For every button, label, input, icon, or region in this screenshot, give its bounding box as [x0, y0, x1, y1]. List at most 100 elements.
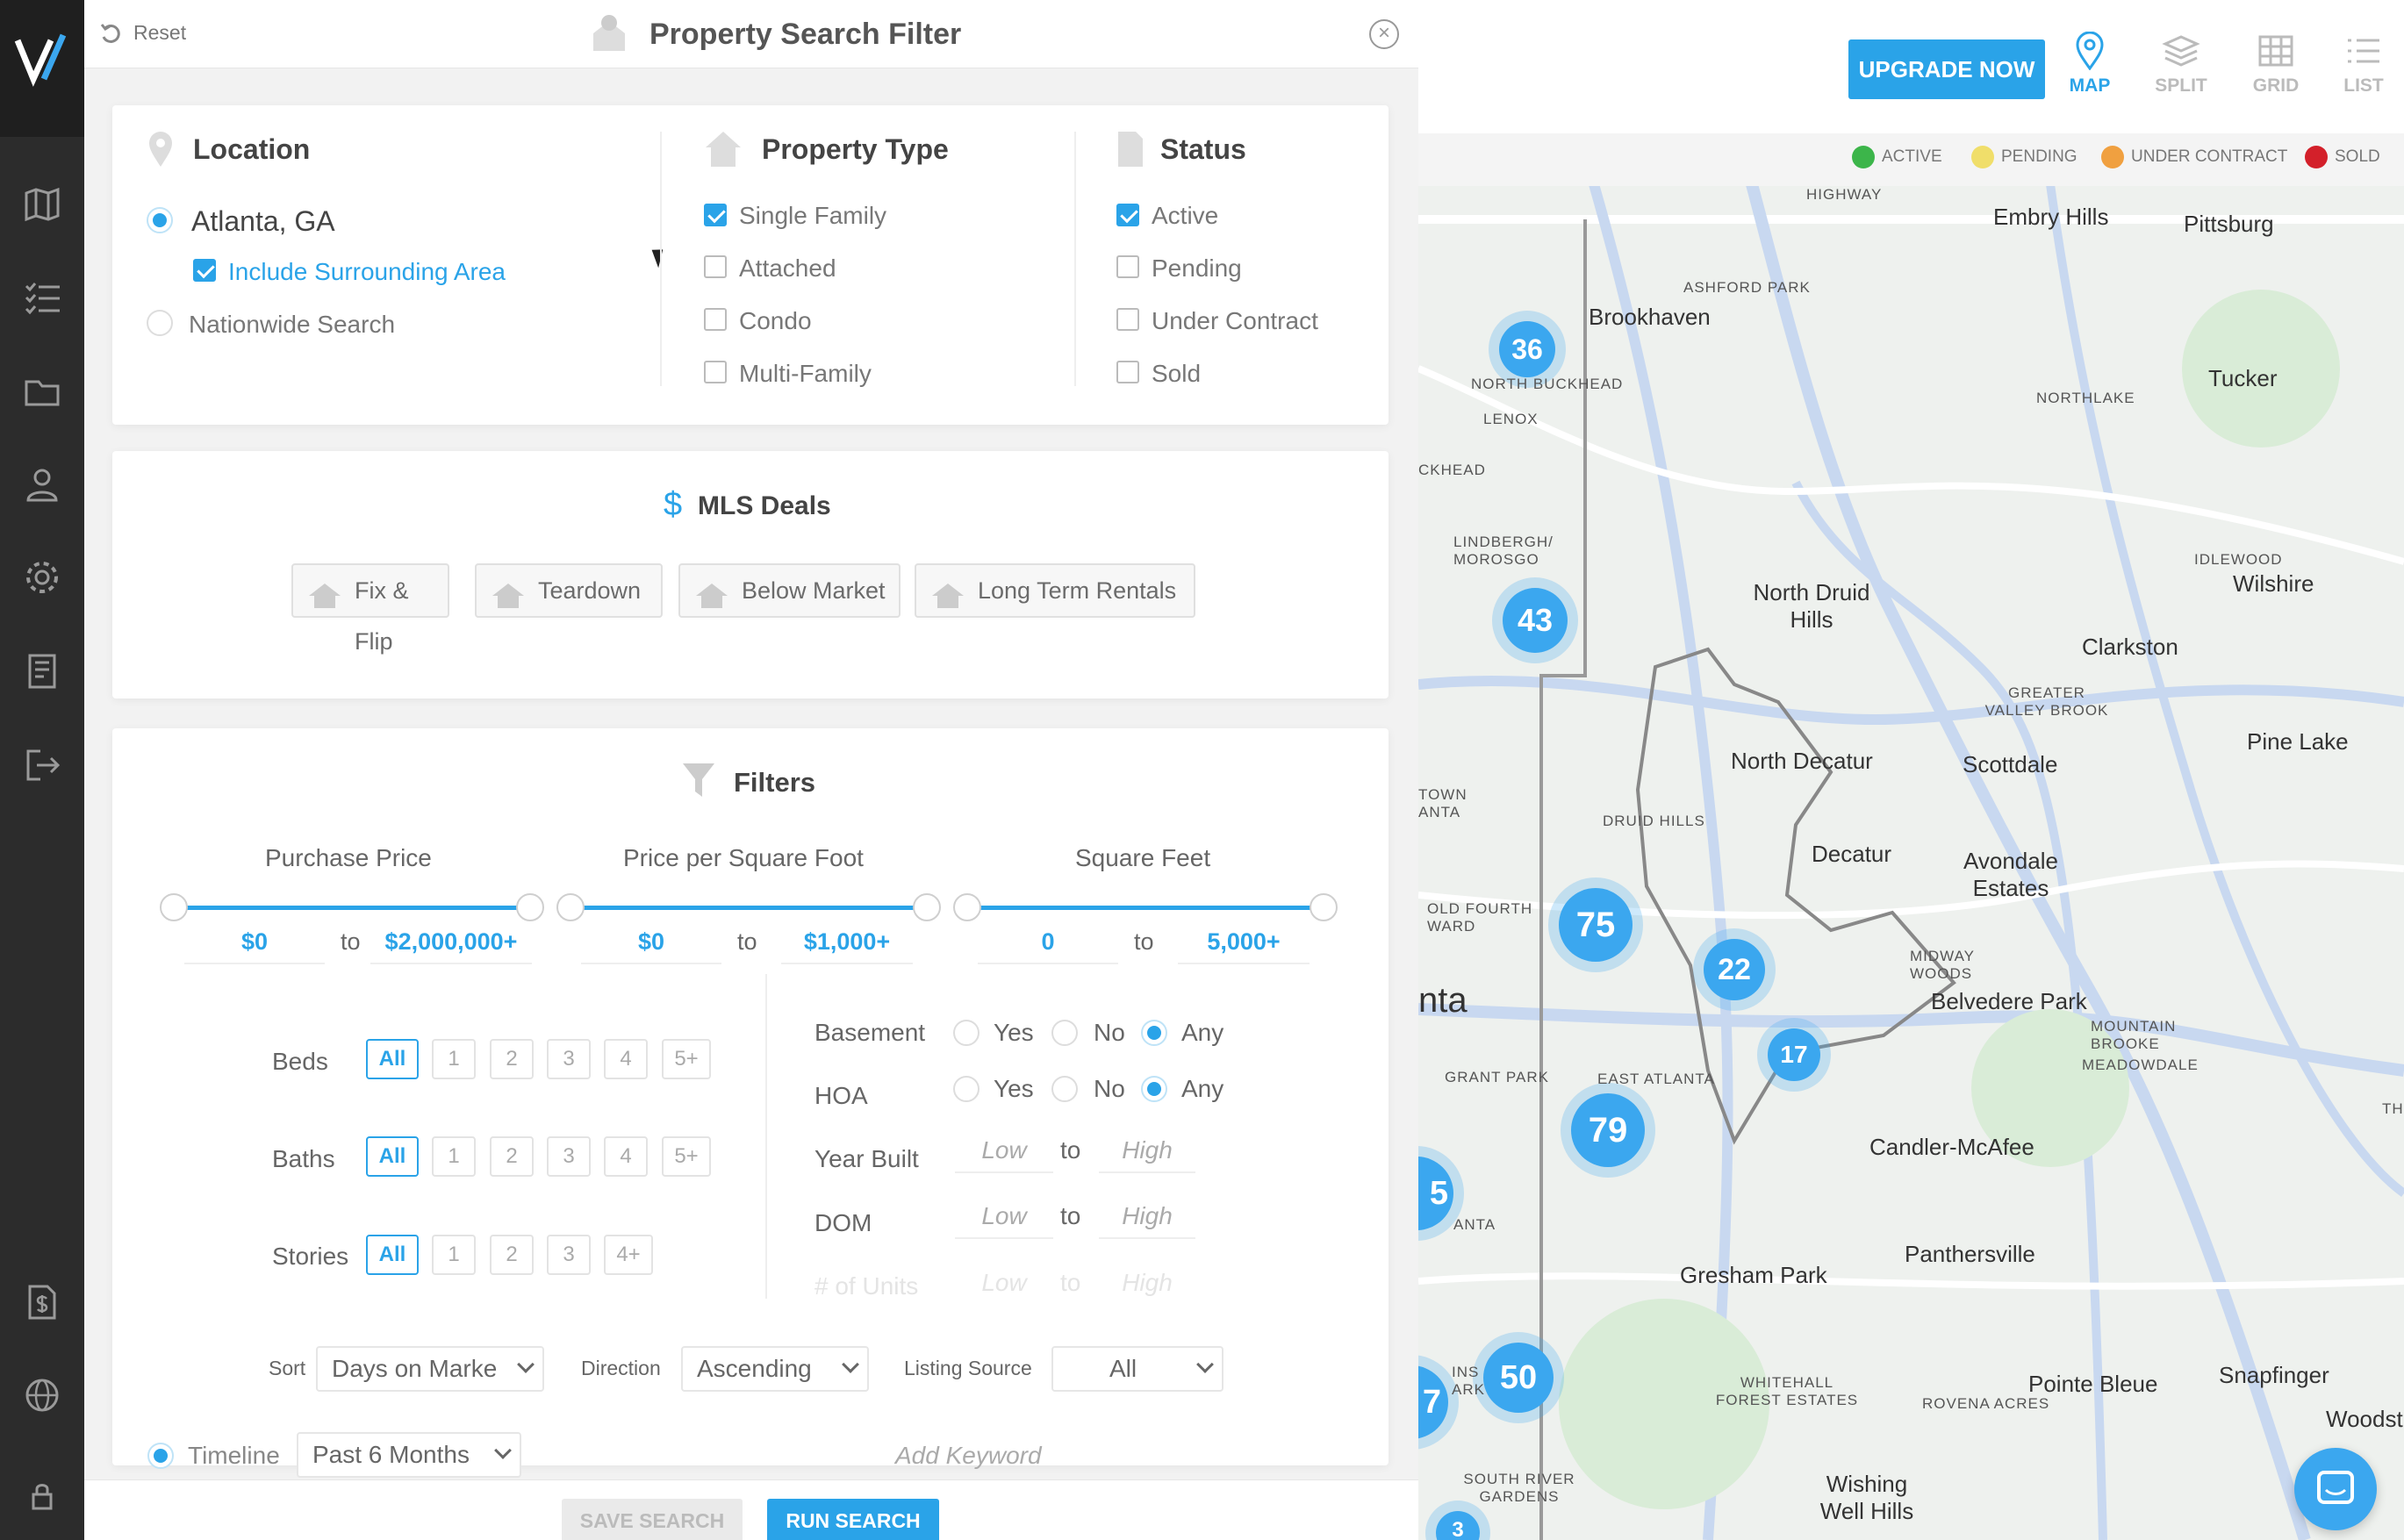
location-radio-atlanta[interactable] — [147, 207, 173, 233]
type-checkbox-condo[interactable] — [704, 308, 727, 331]
chat-button[interactable] — [2294, 1448, 2377, 1530]
map-cluster-marker[interactable]: 17 — [1768, 1028, 1820, 1081]
timeline-toggle[interactable] — [147, 1443, 174, 1469]
hoa-radio-any[interactable] — [1141, 1076, 1167, 1102]
hoa-radio-no[interactable] — [1051, 1076, 1078, 1102]
square-feet-min-input[interactable]: 0 — [978, 928, 1118, 964]
map-cluster-marker[interactable]: 75 — [1559, 888, 1633, 962]
beds-option-3[interactable]: 3 — [547, 1039, 591, 1079]
hoa-radio-yes[interactable] — [953, 1076, 980, 1102]
baths-option-2[interactable]: 2 — [490, 1136, 534, 1177]
map-cluster-marker[interactable]: 79 — [1571, 1093, 1645, 1167]
keyword-input[interactable]: Add Keyword — [895, 1442, 1042, 1469]
folder-icon[interactable] — [23, 373, 61, 412]
include-surrounding-checkbox[interactable] — [193, 259, 216, 282]
status-checkbox-pending[interactable] — [1116, 255, 1139, 278]
price-sqft-max-handle[interactable] — [913, 893, 941, 921]
type-checkbox-attached[interactable] — [704, 255, 727, 278]
stories-option-4-plus[interactable]: 4+ — [604, 1235, 653, 1275]
beds-option-4[interactable]: 4 — [604, 1039, 648, 1079]
map-cluster-marker[interactable]: 43 — [1503, 588, 1568, 653]
status-checkbox-under-contract[interactable] — [1116, 308, 1139, 331]
run-search-button[interactable]: RUN SEARCH — [767, 1499, 939, 1540]
purchase-price-max-input[interactable]: $2,000,000+ — [370, 928, 532, 964]
view-tab-list[interactable]: LIST — [2324, 32, 2403, 97]
square-feet-max-handle[interactable] — [1310, 893, 1338, 921]
stories-option-1[interactable]: 1 — [432, 1235, 476, 1275]
beds-option-all[interactable]: All — [366, 1039, 419, 1079]
upgrade-now-button[interactable]: UPGRADE NOW — [1848, 39, 2045, 99]
beds-option-1[interactable]: 1 — [432, 1039, 476, 1079]
baths-option-4[interactable]: 4 — [604, 1136, 648, 1177]
gear-icon[interactable] — [23, 558, 61, 597]
user-icon[interactable] — [23, 465, 61, 504]
year-built-low-input[interactable]: Low — [955, 1136, 1053, 1173]
baths-option-3[interactable]: 3 — [547, 1136, 591, 1177]
beds-option-2[interactable]: 2 — [490, 1039, 534, 1079]
basement-radio-yes[interactable] — [953, 1020, 980, 1046]
dom-high-input[interactable]: High — [1099, 1202, 1195, 1239]
baths-option-5-plus[interactable]: 5+ — [662, 1136, 711, 1177]
status-checkbox-active[interactable] — [1116, 204, 1139, 226]
deal-button-fix-flip[interactable]: Fix & Flip — [291, 563, 449, 655]
status-checkbox-sold[interactable] — [1116, 361, 1139, 383]
close-icon[interactable]: × — [1369, 19, 1399, 49]
map-place-label: Scottdale — [1963, 751, 2058, 777]
notebook-icon[interactable] — [23, 652, 61, 691]
timeline-select[interactable]: Past 6 Months — [297, 1432, 521, 1478]
view-tab-map[interactable]: MAP — [2050, 32, 2129, 97]
map-cluster-marker[interactable]: 50 — [1483, 1343, 1554, 1413]
map-cluster-marker[interactable]: 22 — [1704, 939, 1765, 1000]
basement-radio-no[interactable] — [1051, 1020, 1078, 1046]
deal-label: Below Market — [742, 577, 886, 604]
map-canvas[interactable]: 36 43 75 22 17 79 50 5 7 3 Embry Hills P… — [1418, 0, 2404, 1540]
stories-option-all[interactable]: All — [366, 1235, 419, 1275]
globe-icon[interactable] — [23, 1376, 61, 1415]
checklist-icon[interactable] — [23, 279, 61, 318]
stories-option-2[interactable]: 2 — [490, 1235, 534, 1275]
deal-button-teardown[interactable]: Teardown — [475, 563, 663, 618]
dom-low-input[interactable]: Low — [955, 1202, 1053, 1239]
price-sqft-min-input[interactable]: $0 — [581, 928, 721, 964]
range-to-label: to — [1060, 1136, 1081, 1164]
type-checkbox-single-family[interactable] — [704, 204, 727, 226]
reset-icon[interactable] — [98, 21, 123, 46]
units-low-input[interactable]: Low — [981, 1269, 1027, 1296]
baths-option-1[interactable]: 1 — [432, 1136, 476, 1177]
baths-option-all[interactable]: All — [366, 1136, 419, 1177]
listing-source-value: All — [1109, 1355, 1137, 1382]
year-built-high-input[interactable]: High — [1099, 1136, 1195, 1173]
direction-select[interactable]: Ascending — [681, 1346, 869, 1392]
basement-radio-any[interactable] — [1141, 1020, 1167, 1046]
deal-button-long-term-rentals[interactable]: Long Term Rentals — [915, 563, 1195, 618]
type-checkbox-multi-family[interactable] — [704, 361, 727, 383]
purchase-price-min-handle[interactable] — [160, 893, 188, 921]
deal-button-below-market[interactable]: Below Market — [678, 563, 901, 618]
lock-icon[interactable] — [23, 1477, 61, 1515]
purchase-price-min-input[interactable]: $0 — [184, 928, 325, 964]
price-sqft-max-input[interactable]: $1,000+ — [781, 928, 913, 964]
listing-source-select[interactable]: All — [1051, 1346, 1224, 1392]
document-dollar-icon[interactable] — [23, 1283, 61, 1322]
location-radio-nationwide[interactable] — [147, 310, 173, 336]
price-sqft-min-handle[interactable] — [556, 893, 585, 921]
map-place-label: Pointe Bleue — [2028, 1371, 2158, 1397]
map-icon[interactable] — [23, 184, 61, 223]
logout-icon[interactable] — [23, 746, 61, 784]
units-high-input[interactable]: High — [1122, 1269, 1173, 1296]
map-cluster-marker[interactable]: 36 — [1499, 321, 1555, 377]
square-feet-max-input[interactable]: 5,000+ — [1178, 928, 1310, 964]
map-place-label: Decatur — [1812, 841, 1892, 867]
reset-button[interactable]: Reset — [133, 21, 187, 44]
map-cluster-marker[interactable]: 3 — [1436, 1511, 1480, 1540]
save-search-button[interactable]: SAVE SEARCH — [562, 1499, 743, 1540]
beds-option-5-plus[interactable]: 5+ — [662, 1039, 711, 1079]
view-tab-split[interactable]: SPLIT — [2142, 32, 2221, 97]
app-logo[interactable] — [0, 0, 84, 137]
sort-value: Days on Marke — [332, 1355, 498, 1382]
view-tab-grid[interactable]: GRID — [2236, 32, 2315, 97]
purchase-price-max-handle[interactable] — [516, 893, 544, 921]
stories-option-3[interactable]: 3 — [547, 1235, 591, 1275]
square-feet-min-handle[interactable] — [953, 893, 981, 921]
sort-select[interactable]: Days on Marke — [316, 1346, 544, 1392]
